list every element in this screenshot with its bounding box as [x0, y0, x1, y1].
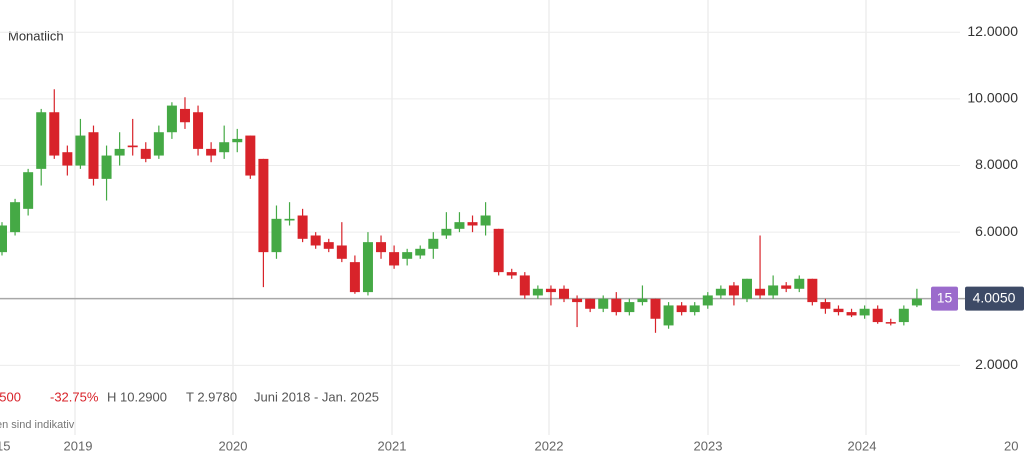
candle-body: [88, 132, 99, 179]
candle-body: [297, 215, 308, 239]
candle-body: [349, 262, 360, 293]
candle-body: [611, 298, 622, 313]
stat-text: H 10.2900: [107, 389, 167, 404]
candle-body: [741, 278, 752, 299]
chart-title: Monatlich: [8, 28, 64, 43]
badge-label: 15: [937, 289, 953, 305]
candle-body: [62, 152, 73, 166]
candle-body: [480, 215, 491, 226]
candle-body: [232, 138, 243, 143]
candle-body: [36, 112, 47, 169]
candle-body: [846, 312, 857, 316]
candle-body: [284, 218, 295, 221]
candle-body: [389, 252, 400, 266]
candle-body: [493, 228, 504, 273]
candle-body: [428, 238, 439, 249]
y-tick-label: 12.0000: [967, 23, 1018, 39]
candle-body: [114, 148, 125, 156]
candle-body: [206, 148, 217, 156]
x-tick-label: 2019: [64, 438, 93, 453]
candle-body: [219, 142, 230, 153]
candle-body: [689, 305, 700, 313]
candle-body: [532, 288, 543, 296]
stat-text: Juni 2018 - Jan. 2025: [254, 389, 379, 404]
candle-body: [179, 108, 190, 123]
candle-body: [519, 275, 530, 296]
candle-body: [362, 242, 373, 293]
candle-body: [415, 248, 426, 256]
candle-body: [820, 302, 831, 309]
candle-body: [49, 112, 60, 156]
candle-body: [0, 225, 7, 253]
candle-body: [75, 135, 86, 166]
candle-body: [911, 298, 922, 306]
y-tick-label: 10.0000: [967, 90, 1018, 106]
candle-body: [702, 295, 713, 306]
candle-body: [755, 288, 766, 296]
candle-body: [467, 222, 478, 226]
candle-body: [859, 308, 870, 316]
y-tick-label: 6.0000: [975, 223, 1018, 239]
candle-body: [258, 158, 269, 253]
candle-body: [663, 305, 674, 326]
candle-body: [23, 172, 34, 209]
candle-body: [10, 202, 21, 233]
candle-body: [624, 302, 635, 313]
candle-body: [245, 135, 256, 176]
candle-body: [572, 298, 583, 303]
last-price-box: [965, 286, 1024, 311]
x-tick-label: 15: [0, 438, 10, 453]
candle-body: [127, 145, 138, 148]
candle-body: [140, 148, 151, 159]
candle-body: [310, 235, 321, 246]
candle-body: [166, 105, 177, 133]
candle-body: [807, 278, 818, 303]
candle-body: [376, 242, 387, 253]
x-tick-label: 2023: [694, 438, 723, 453]
candle-body: [271, 218, 282, 253]
candle-body: [506, 272, 517, 276]
candle-body: [545, 288, 556, 293]
candle-body: [833, 308, 844, 313]
candle-body: [728, 285, 739, 296]
y-tick-label: 8.0000: [975, 156, 1018, 172]
candle-body: [101, 155, 112, 179]
x-tick-label: 20: [1004, 438, 1018, 453]
candle-body: [153, 132, 164, 156]
candle-body: [794, 278, 805, 289]
candle-body: [768, 285, 779, 296]
candle-body: [898, 308, 909, 323]
candle-body: [872, 308, 883, 323]
candle-body: [781, 285, 792, 289]
candle-body: [441, 228, 452, 236]
candle-body: [637, 298, 648, 303]
stat-text: T 2.9780: [186, 389, 237, 404]
candle-body: [585, 298, 596, 309]
x-tick-label: 2020: [219, 438, 248, 453]
candle-body: [650, 298, 661, 319]
note-text: en sind indikativ: [0, 419, 75, 431]
candle-body: [454, 222, 465, 229]
x-tick-label: 2022: [535, 438, 564, 453]
candle-body: [676, 305, 687, 313]
candle-body: [336, 245, 347, 259]
candle-body: [402, 252, 413, 259]
x-tick-label: 2024: [848, 438, 877, 453]
candle-body: [598, 298, 609, 309]
y-tick-label: 2.0000: [975, 356, 1018, 372]
candle-body: [715, 288, 726, 296]
badge-box: [931, 286, 958, 311]
candle-body: [323, 242, 334, 249]
last-price-label: 4.0050: [973, 289, 1016, 305]
stat-text: -32.75%: [50, 389, 99, 404]
candle-body: [193, 112, 204, 149]
candle-body: [885, 322, 896, 324]
candle-body: [559, 288, 570, 299]
x-tick-label: 2021: [378, 438, 407, 453]
